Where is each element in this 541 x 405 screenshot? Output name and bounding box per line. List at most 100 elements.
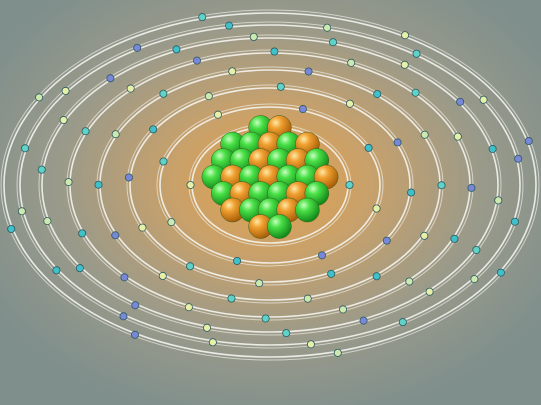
- electron: [130, 330, 139, 339]
- electron: [306, 340, 315, 349]
- electron: [401, 31, 410, 40]
- electrons: [7, 13, 533, 357]
- electron: [138, 223, 147, 232]
- electron: [345, 180, 354, 189]
- electron: [514, 154, 523, 163]
- electron: [172, 45, 181, 54]
- electron: [227, 294, 236, 303]
- electron: [94, 180, 103, 189]
- nucleus: [201, 115, 339, 239]
- electron: [467, 183, 476, 192]
- electron: [472, 245, 481, 254]
- electron: [192, 56, 201, 65]
- electron: [35, 93, 44, 102]
- electron: [303, 294, 312, 303]
- electron: [7, 224, 16, 233]
- electron: [78, 229, 87, 238]
- electron: [204, 92, 213, 101]
- electron: [228, 67, 237, 76]
- electron: [345, 99, 354, 108]
- electron: [494, 196, 503, 205]
- electron: [276, 82, 285, 91]
- electron: [470, 275, 479, 284]
- electron: [298, 105, 307, 114]
- proton: [267, 214, 292, 239]
- electron: [119, 312, 128, 321]
- orbit: [3, 12, 537, 358]
- electron: [420, 231, 429, 240]
- electron: [412, 49, 421, 58]
- electron: [327, 269, 336, 278]
- electron: [120, 273, 129, 282]
- electron: [456, 97, 465, 106]
- orbit: [0, 9, 540, 361]
- electron: [524, 137, 533, 146]
- electron: [17, 207, 26, 216]
- electron: [364, 143, 373, 152]
- electron: [111, 130, 120, 139]
- electron: [496, 268, 505, 277]
- electron: [373, 90, 382, 99]
- electron: [510, 217, 519, 226]
- electron: [213, 110, 222, 119]
- electron: [131, 301, 140, 310]
- electron: [52, 266, 61, 275]
- electron: [282, 329, 291, 338]
- electron: [261, 314, 270, 323]
- electron: [43, 217, 52, 226]
- electron: [61, 86, 70, 95]
- electron: [425, 287, 434, 296]
- electron: [437, 181, 446, 190]
- electron: [270, 47, 279, 56]
- electron: [167, 218, 176, 227]
- electron: [81, 127, 90, 136]
- electron: [382, 236, 391, 245]
- electron: [400, 60, 409, 69]
- electron: [64, 178, 73, 187]
- orbit: [156, 103, 384, 267]
- electron: [198, 13, 207, 22]
- orbit: [16, 21, 524, 349]
- electron: [453, 132, 462, 141]
- electron: [208, 338, 217, 347]
- electron: [450, 234, 459, 243]
- electron: [249, 32, 258, 41]
- electron: [124, 173, 133, 182]
- electron: [233, 256, 242, 265]
- electron: [318, 251, 327, 260]
- electron: [159, 89, 168, 98]
- electron: [333, 348, 342, 357]
- electron: [407, 188, 416, 197]
- electron: [186, 262, 195, 271]
- electron: [225, 21, 234, 30]
- electron: [329, 38, 338, 47]
- electron: [479, 95, 488, 104]
- electron: [255, 279, 264, 288]
- orbit: [159, 106, 381, 264]
- orbit: [38, 34, 502, 336]
- electron: [398, 318, 407, 327]
- electron: [372, 204, 381, 213]
- orbit: [19, 24, 521, 346]
- electron: [111, 231, 120, 240]
- electron: [411, 88, 420, 97]
- electron: [202, 323, 211, 332]
- electron: [149, 125, 158, 134]
- electron: [126, 84, 135, 93]
- electron: [186, 180, 195, 189]
- orbit: [41, 37, 499, 333]
- electron: [184, 303, 193, 312]
- electron: [21, 144, 30, 153]
- electron: [372, 272, 381, 281]
- electron: [488, 144, 497, 153]
- electron: [158, 271, 167, 280]
- electron: [359, 316, 368, 325]
- electron: [75, 264, 84, 273]
- electron: [159, 157, 168, 166]
- electron: [304, 67, 313, 76]
- electron: [133, 43, 142, 52]
- electron: [420, 130, 429, 139]
- orbit: [129, 87, 411, 283]
